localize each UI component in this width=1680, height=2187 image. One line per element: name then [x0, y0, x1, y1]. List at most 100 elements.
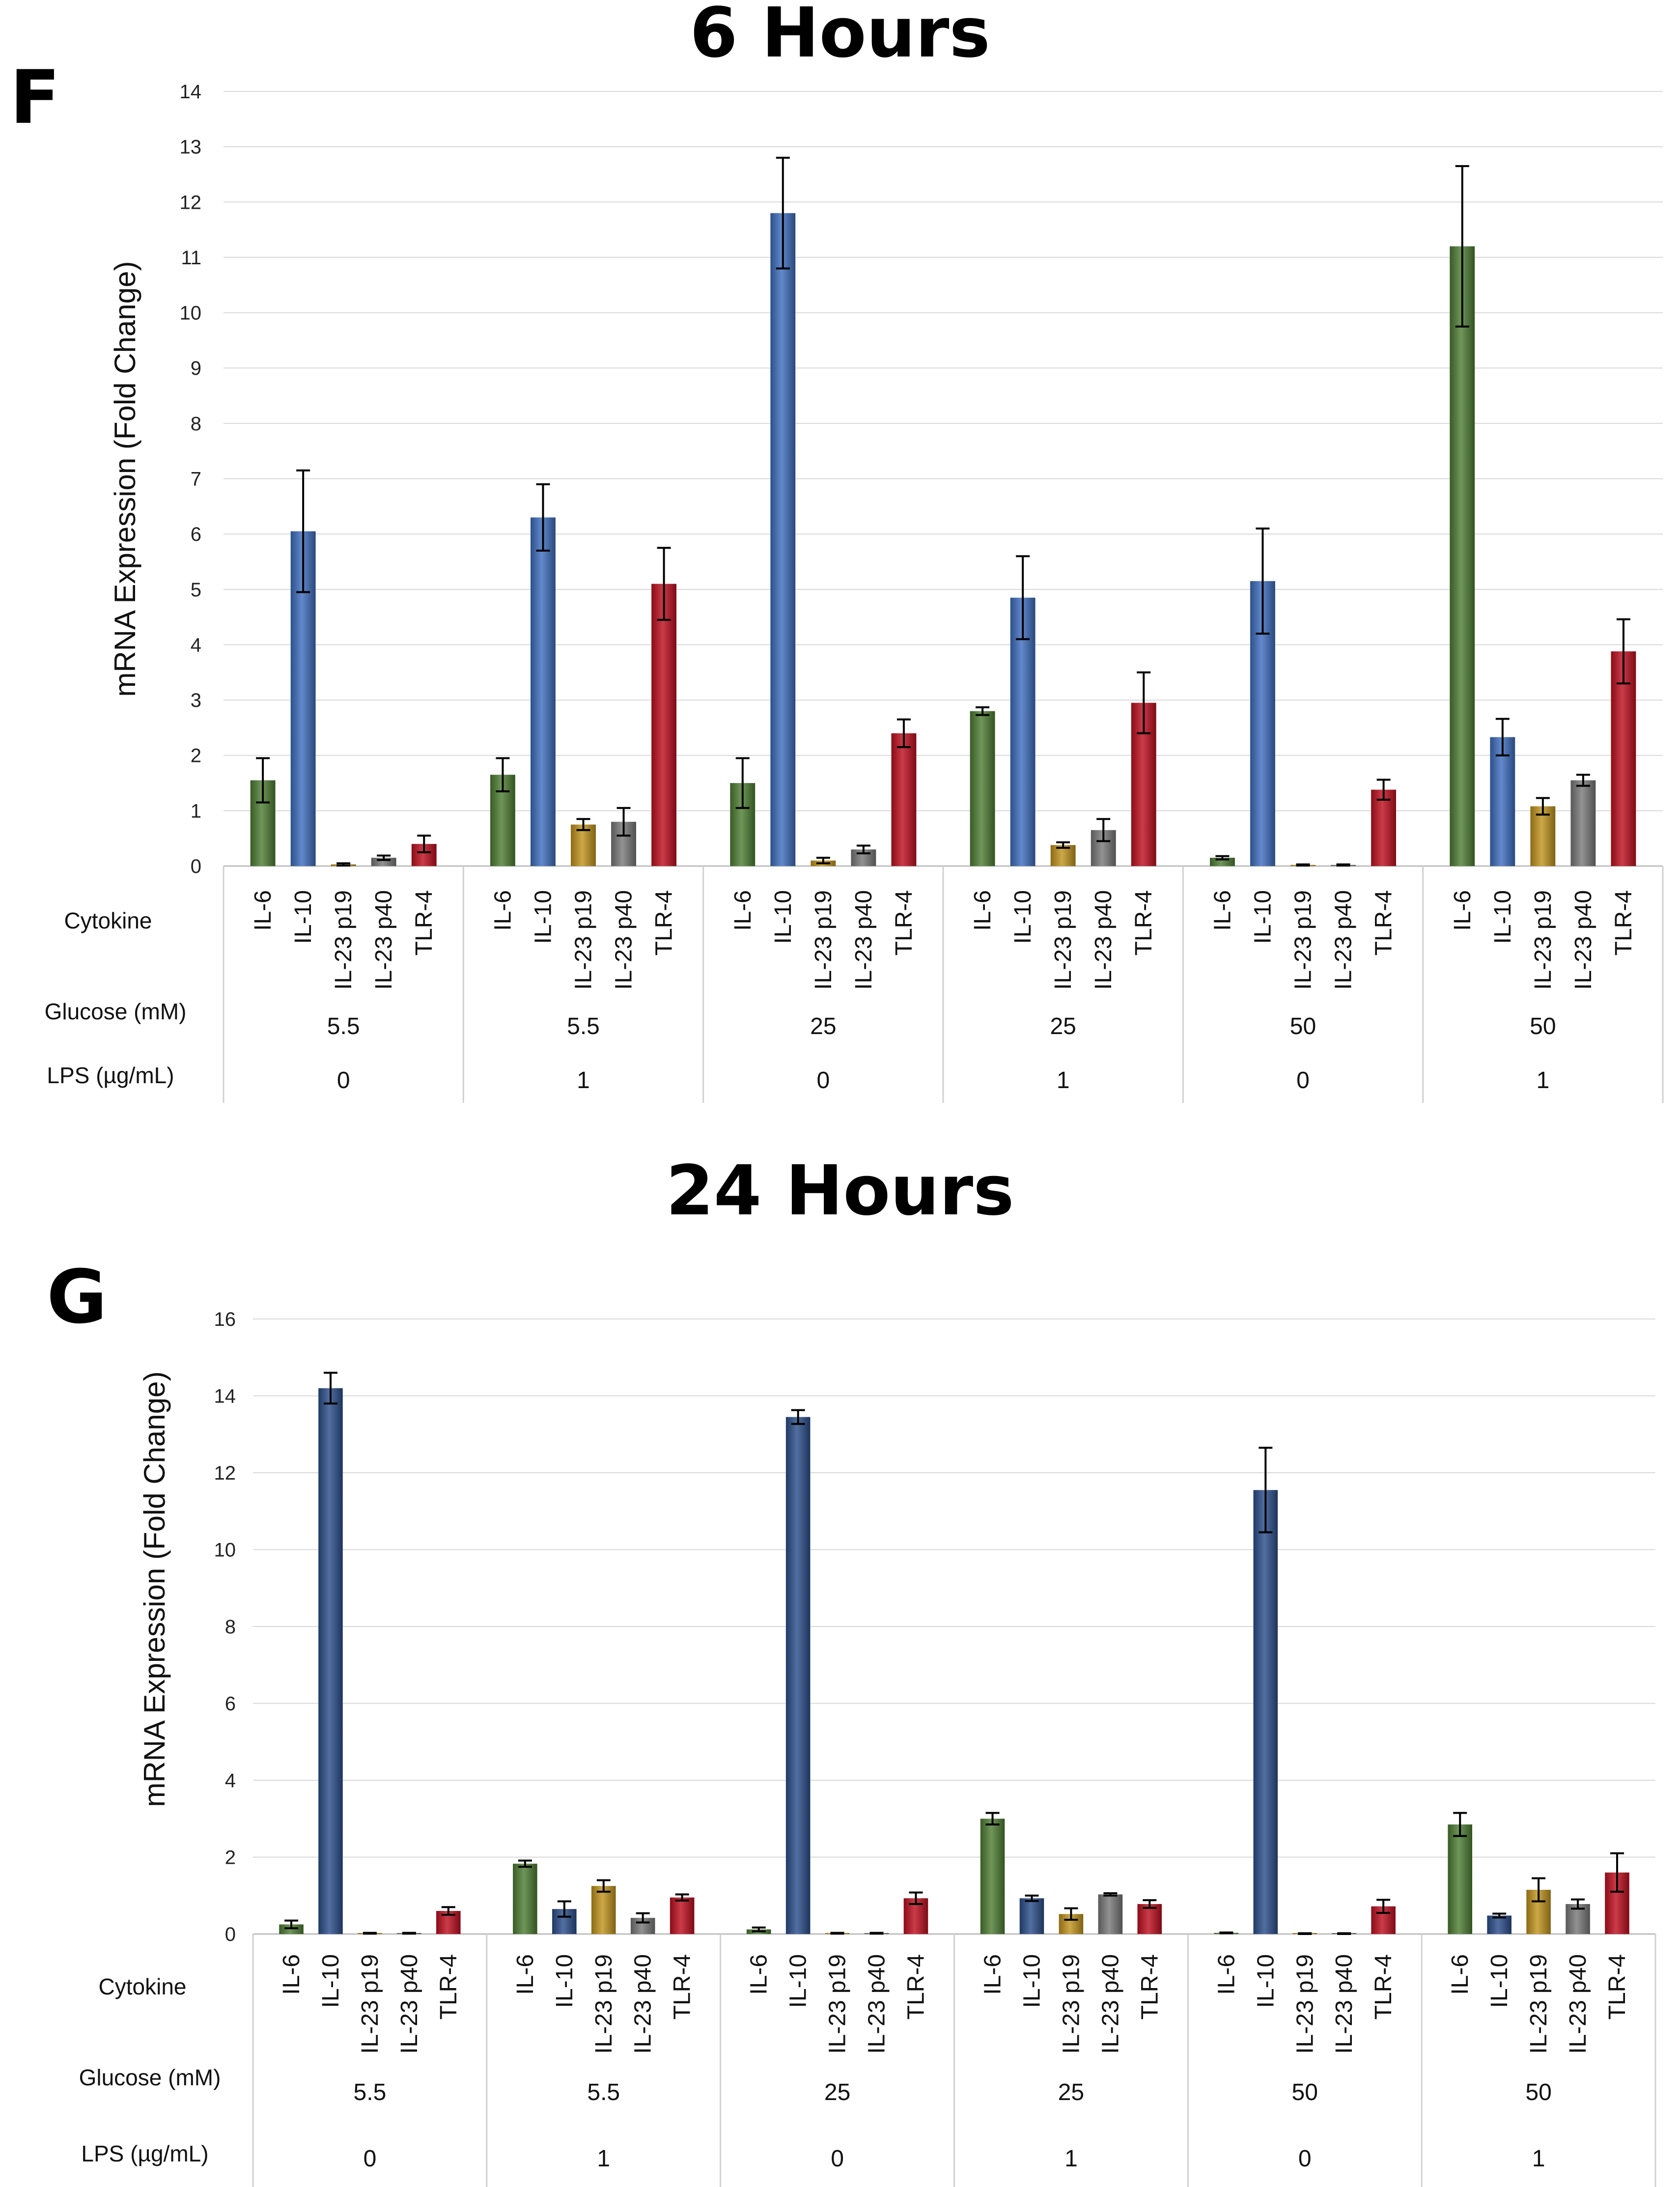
- category-label: TLR-4: [1371, 890, 1397, 955]
- bar: [1098, 1894, 1123, 1934]
- category-label: IL-10: [1486, 1954, 1512, 2008]
- bar: [531, 517, 556, 866]
- y-tick-label: 5: [191, 579, 201, 601]
- category-label: IL-23 p40: [1091, 890, 1117, 990]
- category-label: IL-23 p40: [396, 1954, 422, 2054]
- category-label: IL-6: [250, 890, 276, 931]
- category-label: IL-10: [318, 1954, 344, 2008]
- row-label-glucose: Glucose (mM): [45, 999, 187, 1024]
- y-tick-label: 6: [225, 1693, 236, 1715]
- category-label: IL-6: [1450, 890, 1476, 931]
- y-axis-label: mRNA Expression (Fold Change): [109, 261, 141, 697]
- glucose-value: 50: [1292, 2079, 1318, 2105]
- category-label: TLR-4: [411, 890, 437, 955]
- bar: [571, 824, 596, 866]
- glucose-value: 50: [1530, 1013, 1556, 1039]
- row-label-glucose: Glucose (mM): [79, 2065, 221, 2090]
- bar: [970, 711, 995, 866]
- y-tick-label: 10: [214, 1540, 236, 1561]
- category-label: IL-23 p40: [1331, 1954, 1357, 2054]
- y-tick-label: 11: [181, 247, 201, 269]
- row-label-cytokine: Cytokine: [99, 1974, 187, 1999]
- y-tick-label: 12: [214, 1462, 236, 1484]
- glucose-value: 25: [1058, 2079, 1084, 2105]
- category-label: TLR-4: [1611, 890, 1637, 955]
- bar: [1450, 246, 1475, 866]
- panel-label: F: [10, 55, 60, 140]
- bar: [651, 584, 677, 866]
- lps-value: 0: [337, 1067, 350, 1094]
- category-label: IL-10: [1253, 1954, 1279, 2008]
- lps-value: 1: [1064, 2146, 1078, 2172]
- category-label: TLR-4: [436, 1954, 462, 2019]
- category-label: IL-6: [1213, 1954, 1239, 1995]
- lps-value: 0: [1298, 2146, 1312, 2172]
- bar: [770, 213, 796, 866]
- category-label: IL-23 p40: [611, 890, 637, 990]
- category-label: IL-23 p19: [1292, 1954, 1318, 2054]
- category-label: IL-23 p40: [851, 890, 877, 990]
- bar: [670, 1897, 695, 1934]
- y-tick-label: 0: [191, 856, 201, 877]
- lps-value: 0: [816, 1067, 830, 1094]
- category-label: IL-10: [1490, 890, 1516, 944]
- glucose-value: 50: [1290, 1013, 1316, 1039]
- lps-value: 1: [1057, 1067, 1070, 1094]
- glucose-value: 50: [1525, 2079, 1551, 2105]
- category-label: IL-6: [746, 1954, 772, 1995]
- y-tick-label: 9: [191, 358, 201, 379]
- lps-value: 0: [364, 2146, 377, 2172]
- category-label: IL-23 p19: [357, 1954, 383, 2054]
- category-label: IL-6: [512, 1954, 538, 1995]
- row-label-lps: LPS (µg/mL): [81, 2141, 208, 2166]
- bar: [980, 1819, 1005, 1934]
- bar: [1530, 806, 1556, 866]
- y-tick-label: 2: [225, 1847, 236, 1869]
- bar: [513, 1863, 537, 1934]
- category-label: IL-23 p19: [591, 1954, 617, 2054]
- category-label: IL-23 p19: [331, 890, 357, 990]
- row-label-lps: LPS (µg/mL): [47, 1063, 174, 1088]
- category-label: IL-10: [530, 890, 556, 944]
- y-tick-label: 14: [214, 1386, 236, 1407]
- category-label: TLR-4: [1371, 1954, 1397, 2019]
- category-label: IL-6: [279, 1954, 305, 1995]
- bar: [1487, 1915, 1512, 1934]
- category-label: IL-23 p40: [864, 1954, 890, 2054]
- category-label: IL-23 p40: [630, 1954, 656, 2054]
- glucose-value: 5.5: [327, 1013, 360, 1039]
- chart-title: 6 Hours: [690, 0, 990, 73]
- y-tick-label: 14: [180, 81, 202, 103]
- y-tick-label: 0: [225, 1924, 236, 1945]
- y-tick-label: 7: [191, 469, 201, 490]
- bar: [591, 1886, 616, 1934]
- category-label: TLR-4: [903, 1954, 929, 2019]
- bar: [1611, 651, 1636, 866]
- bar: [1137, 1904, 1162, 1934]
- category-label: IL-10: [290, 890, 316, 944]
- category-label: IL-23 p19: [1526, 1954, 1552, 2054]
- glucose-value: 5.5: [354, 2079, 387, 2105]
- row-label-cytokine: Cytokine: [64, 908, 152, 933]
- category-label: TLR-4: [891, 890, 917, 955]
- category-label: IL-23 p19: [1530, 890, 1556, 990]
- category-label: IL-10: [552, 1954, 578, 2008]
- bar: [1371, 789, 1397, 866]
- category-label: TLR-4: [651, 890, 677, 955]
- panel-label: G: [47, 1255, 107, 1340]
- category-label: IL-23 p19: [825, 1954, 851, 2054]
- bar: [1448, 1824, 1472, 1934]
- category-label: IL-6: [1209, 890, 1235, 931]
- category-label: IL-10: [1250, 890, 1276, 944]
- y-tick-label: 2: [191, 745, 201, 767]
- category-label: IL-23 p19: [1290, 890, 1316, 990]
- lps-value: 1: [597, 2146, 610, 2172]
- y-tick-label: 12: [180, 192, 202, 213]
- y-tick-label: 6: [191, 524, 201, 545]
- bar: [785, 1417, 811, 1934]
- bar: [1253, 1490, 1278, 1934]
- glucose-value: 5.5: [567, 1013, 600, 1039]
- category-label: IL-23 p19: [1050, 890, 1076, 990]
